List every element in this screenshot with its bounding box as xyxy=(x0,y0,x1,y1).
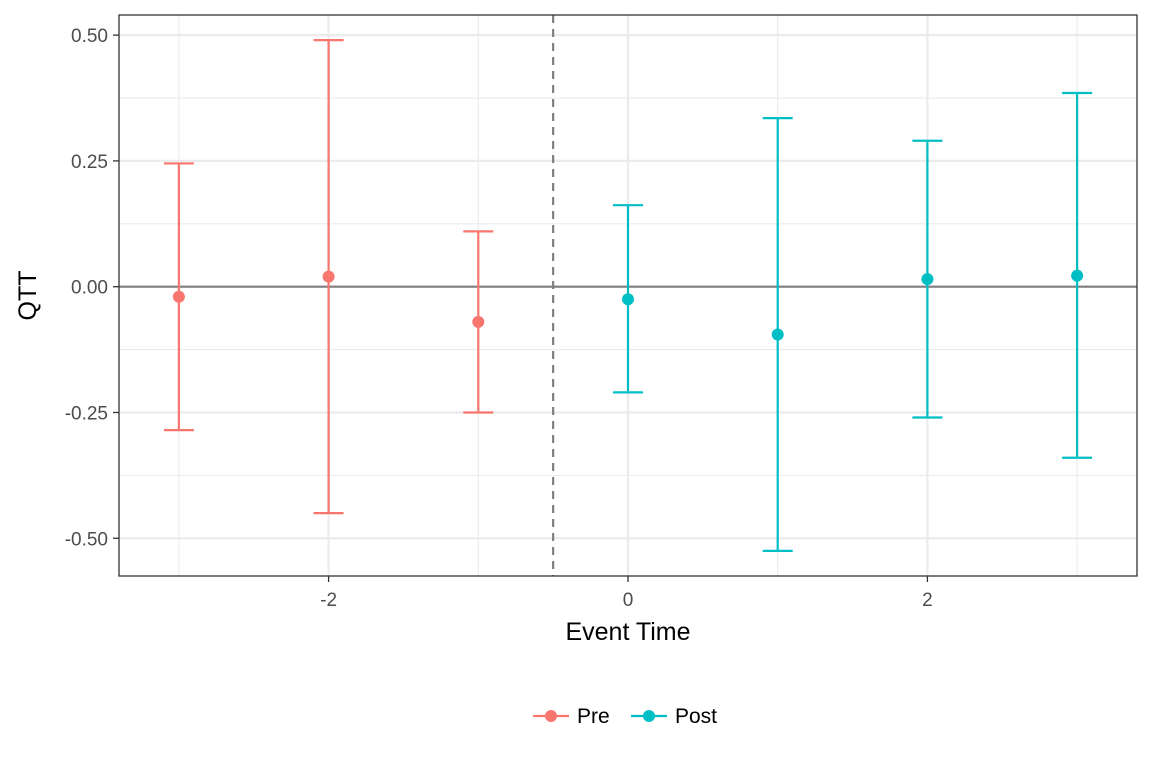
data-point xyxy=(921,273,934,286)
legend-item-pre: Pre xyxy=(533,705,610,728)
x-tick-label: 0 xyxy=(623,590,634,611)
series-pre xyxy=(163,39,494,515)
y-tick-label: 0.50 xyxy=(71,26,108,47)
data-point xyxy=(472,315,485,328)
data-point xyxy=(172,290,185,303)
data-marks xyxy=(163,39,1093,552)
y-axis-title: QTT xyxy=(14,271,42,321)
data-point xyxy=(1071,269,1084,282)
data-point xyxy=(622,293,634,306)
data-point xyxy=(322,270,335,283)
data-point xyxy=(771,328,784,341)
y-tick-label: 0.25 xyxy=(71,152,108,173)
x-axis-title: Event Time xyxy=(565,618,690,646)
legend: Pre Post xyxy=(533,705,717,728)
series-post xyxy=(613,91,1093,552)
legend-item-post: Post xyxy=(631,705,717,728)
y-tick-label: 0.00 xyxy=(71,278,108,299)
y-tick-label: -0.50 xyxy=(65,529,108,550)
x-tick-label: -2 xyxy=(320,590,337,611)
legend-key-point xyxy=(545,710,557,722)
legend-label: Pre xyxy=(577,705,610,728)
x-tick-label: 2 xyxy=(922,590,933,611)
axes: -2 0 2 -0.50 -0.25 0.00 0.25 0.50 xyxy=(65,26,933,611)
legend-label: Post xyxy=(675,705,717,728)
y-tick-label: -0.25 xyxy=(65,403,108,424)
legend-key-point xyxy=(643,710,655,722)
